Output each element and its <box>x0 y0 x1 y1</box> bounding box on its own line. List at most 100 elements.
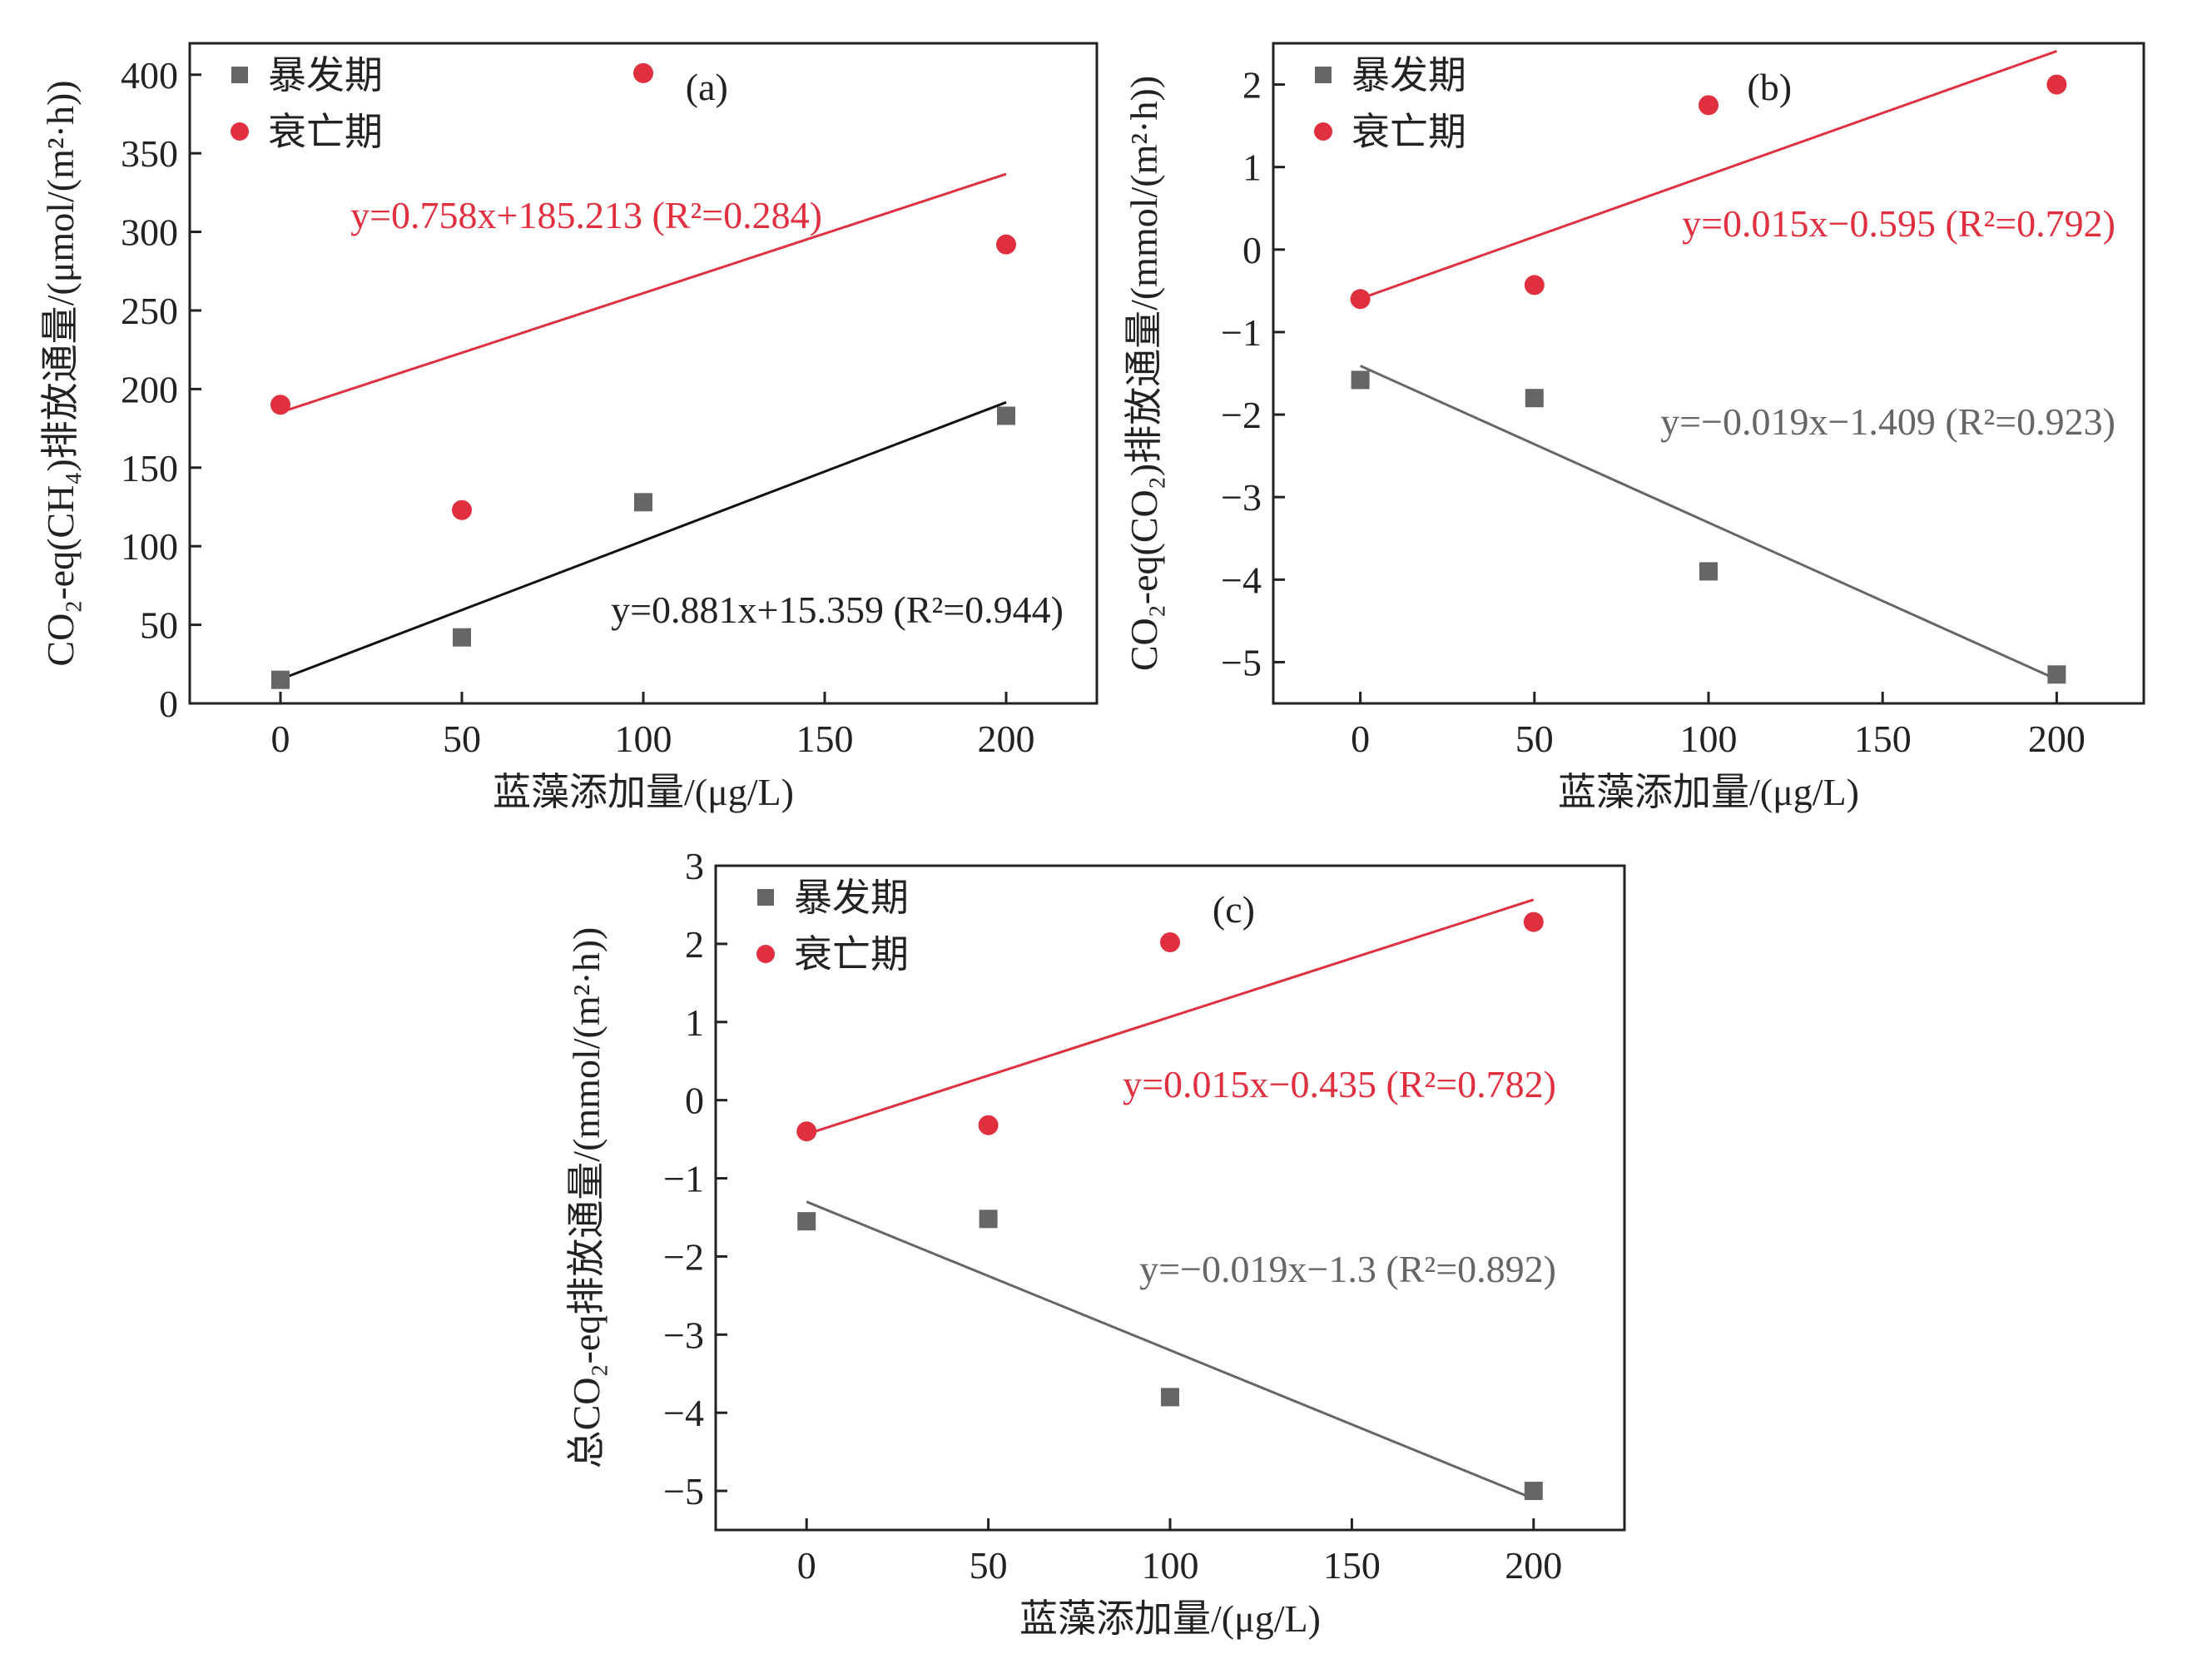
data-point-decline <box>796 1121 817 1142</box>
fit-equation-bloom: y=0.881x+15.359 (R²=0.944) <box>611 589 1064 631</box>
x-tick-label: 200 <box>978 718 1035 760</box>
y-tick-label: −3 <box>1221 476 1262 519</box>
x-tick-label: 0 <box>797 1544 816 1587</box>
y-tick-label: 100 <box>121 525 178 568</box>
legend-marker-bloom <box>231 67 248 83</box>
x-tick-label: 200 <box>1505 1544 1562 1587</box>
x-tick-label: 0 <box>271 718 290 760</box>
data-point-bloom <box>979 1209 998 1229</box>
fit-line-decline <box>1360 50 2057 301</box>
y-axis-title: CO₂-eq(CH₄)排放通量/(μmol/(m²·h)) <box>39 80 82 666</box>
data-point-bloom <box>453 628 471 647</box>
y-tick-label: 150 <box>121 447 178 489</box>
y-tick-label: −1 <box>1221 311 1262 354</box>
y-tick-label: −2 <box>663 1235 704 1278</box>
y-tick-label: 300 <box>121 211 178 254</box>
x-axis-title: 蓝藻添加量/(μg/L) <box>1558 771 1859 813</box>
x-tick-label: 50 <box>443 718 481 760</box>
data-point-bloom <box>271 670 290 689</box>
data-point-decline <box>1523 911 1544 932</box>
x-tick-label: 100 <box>615 718 672 760</box>
data-point-bloom <box>1351 370 1370 390</box>
x-axis-title: 蓝藻添加量/(μg/L) <box>1019 1597 1321 1640</box>
data-point-decline <box>633 62 653 83</box>
y-tick-label: −5 <box>1221 641 1262 683</box>
data-point-bloom <box>1525 389 1544 408</box>
x-tick-label: 150 <box>796 718 854 760</box>
y-tick-label: 1 <box>1242 147 1262 189</box>
fit-equation-bloom: y=−0.019x−1.3 (R²=0.892) <box>1139 1248 1556 1290</box>
x-tick-label: 0 <box>1351 718 1370 760</box>
x-axis-title: 蓝藻添加量/(μg/L) <box>493 771 794 813</box>
x-tick-label: 50 <box>1515 718 1554 760</box>
y-tick-label: 400 <box>121 54 178 97</box>
data-point-bloom <box>997 406 1015 425</box>
y-axis-title: 总CO₂-eq排放通量/(mmol/(m²·h)) <box>565 927 608 1469</box>
data-point-decline <box>1524 275 1545 296</box>
panel-label: (a) <box>686 66 728 108</box>
fit-equation-bloom: y=−0.019x−1.409 (R²=0.923) <box>1660 400 2115 443</box>
data-point-decline <box>978 1115 999 1135</box>
legend-label-decline: 衰亡期 <box>1352 111 1466 153</box>
data-point-bloom <box>1161 1388 1179 1407</box>
y-tick-label: 2 <box>1242 64 1262 107</box>
legend-marker-bloom <box>1315 67 1332 83</box>
legend-marker-bloom <box>757 889 774 906</box>
data-point-decline <box>452 499 472 520</box>
x-tick-label: 200 <box>2028 718 2086 760</box>
data-point-bloom <box>1524 1482 1543 1501</box>
y-tick-label: 0 <box>1242 229 1262 271</box>
fit-line-decline <box>280 172 1007 414</box>
legend-label-decline: 衰亡期 <box>268 111 383 153</box>
data-point-decline <box>2046 74 2067 95</box>
chart-panel-b: 0 50 100 150 200 −5 −4 −3 −2 −1 0 1 2 蓝藻添加量/(μg/L) CO₂… <box>1123 42 2145 813</box>
y-tick-label: 1 <box>685 1001 704 1044</box>
y-tick-label: −3 <box>663 1314 704 1356</box>
y-tick-label: −2 <box>1221 394 1262 436</box>
y-tick-label: −4 <box>663 1392 704 1434</box>
data-point-bloom <box>2047 665 2066 684</box>
data-point-bloom <box>1699 562 1718 581</box>
legend-label-decline: 衰亡期 <box>794 933 909 976</box>
fit-line-bloom <box>806 1200 1535 1500</box>
data-point-decline <box>1160 932 1180 953</box>
panel-label: (b) <box>1747 66 1792 108</box>
data-point-decline <box>270 395 290 415</box>
legend-marker-decline <box>231 122 249 141</box>
legend-label-bloom: 暴发期 <box>1352 54 1466 97</box>
y-tick-label: −5 <box>663 1470 704 1512</box>
y-tick-label: 2 <box>685 923 704 966</box>
x-tick-label: 150 <box>1323 1544 1381 1587</box>
fit-line-bloom <box>280 400 1007 681</box>
y-tick-label: 250 <box>121 290 178 332</box>
data-point-bloom <box>634 493 652 512</box>
chart-panel-a: 0 50 100 150 200 0 50 100 150 200 250 300 350 400 蓝藻添加… <box>39 42 1099 813</box>
data-point-decline <box>996 234 1016 255</box>
x-tick-label: 100 <box>1142 1544 1199 1587</box>
fit-equation-decline: y=0.015x−0.595 (R²=0.792) <box>1682 202 2115 245</box>
legend-label-bloom: 暴发期 <box>794 877 909 919</box>
legend-marker-decline <box>756 945 775 963</box>
x-tick-label: 50 <box>970 1544 1008 1587</box>
data-point-decline <box>1350 289 1371 310</box>
legend-label-bloom: 暴发期 <box>268 54 383 97</box>
fit-equation-decline: y=0.015x−0.435 (R²=0.782) <box>1123 1063 1556 1105</box>
y-tick-label: 350 <box>121 132 178 175</box>
x-tick-label: 100 <box>1680 718 1738 760</box>
y-tick-label: 0 <box>159 683 178 725</box>
y-tick-label: −4 <box>1221 559 1262 601</box>
fit-equation-decline: y=0.758x+185.213 (R²=0.284) <box>350 194 822 236</box>
data-point-bloom <box>797 1212 816 1231</box>
y-tick-label: 3 <box>685 845 704 887</box>
chart-panel-c: 0 50 100 150 200 −5 −4 −3 −2 −1 0 1 2 3 蓝藻添加量/(μg/L) 总C… <box>565 845 1626 1640</box>
y-tick-label: −1 <box>663 1158 704 1200</box>
fit-line-decline <box>806 898 1535 1135</box>
fit-line-bloom <box>1359 365 2058 681</box>
y-tick-label: 0 <box>685 1080 704 1122</box>
y-tick-label: 200 <box>121 368 178 410</box>
y-axis-title: CO₂-eq(CO₂)排放通量/(mmol/(m²·h)) <box>1123 76 1165 671</box>
y-tick-label: 50 <box>140 604 178 647</box>
legend-marker-decline <box>1314 122 1332 141</box>
x-tick-label: 150 <box>1854 718 1912 760</box>
